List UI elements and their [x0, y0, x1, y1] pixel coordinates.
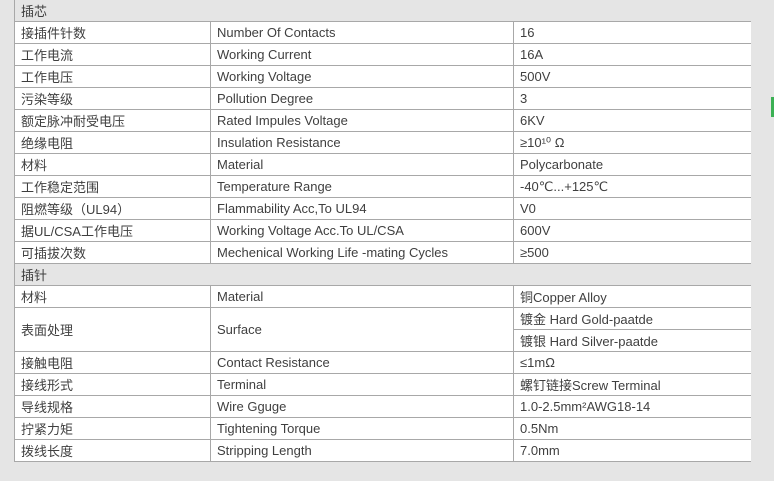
table-row: 工作电压 Working Voltage 500V: [14, 65, 751, 88]
row-label-cn: 绝缘电阻: [14, 131, 211, 154]
row-value: 500V: [512, 65, 751, 88]
row-label-en: Wire Gguge: [210, 395, 514, 418]
row-label-en: Material: [210, 285, 514, 308]
row-value: 螺钉链接Screw Terminal: [512, 373, 751, 396]
row-label-cn: 工作稳定范围: [14, 175, 211, 198]
table-row: 材料 Material Polycarbonate: [14, 153, 751, 176]
row-label-en: Number Of Contacts: [210, 21, 514, 44]
row-label-cn: 接触电阻: [14, 351, 211, 374]
row-value: ≥10¹⁰ Ω: [512, 131, 751, 154]
row-label-cn: 拧紧力矩: [14, 417, 211, 440]
table-row: 额定脉冲耐受电压 Rated Impules Voltage 6KV: [14, 109, 751, 132]
row-value: 铜Copper Alloy: [512, 285, 751, 308]
row-label-cn: 表面处理: [14, 307, 211, 352]
row-value: 1.0-2.5mm²AWG18-14: [512, 395, 751, 418]
row-value: 16A: [512, 43, 751, 66]
row-value: 600V: [512, 219, 751, 242]
row-value: ≤1mΩ: [512, 351, 751, 374]
row-label-cn: 污染等级: [14, 87, 211, 110]
row-label-en: Terminal: [210, 373, 514, 396]
row-label-cn: 导线规格: [14, 395, 211, 418]
row-label-en: Surface: [210, 307, 514, 352]
table-row: 镀银 Hard Silver-paatde: [15, 329, 751, 352]
row-label-cn: 阻燃等级（UL94）: [14, 197, 211, 220]
row-value: 7.0mm: [512, 439, 751, 462]
table-row: 接线形式 Terminal 螺钉链接Screw Terminal: [14, 373, 751, 396]
table-row: 接插件针数 Number Of Contacts 16: [14, 21, 751, 44]
row-label-cn: 额定脉冲耐受电压: [14, 109, 211, 132]
row-label-cn: 拨线长度: [14, 439, 211, 462]
row-value: 镀银 Hard Silver-paatde: [512, 329, 751, 352]
table-row: 导线规格 Wire Gguge 1.0-2.5mm²AWG18-14: [14, 395, 751, 418]
row-label-en: Pollution Degree: [210, 87, 514, 110]
spec-table: 插芯 接插件针数 Number Of Contacts 16 工作电流 Work…: [13, 0, 751, 462]
row-label-en: Flammability Acc,To UL94: [210, 197, 514, 220]
row-label-en: Rated Impules Voltage: [210, 109, 514, 132]
row-label-cn: 据UL/CSA工作电压: [14, 219, 211, 242]
table-row: 工作稳定范围 Temperature Range -40℃...+125℃: [14, 175, 751, 198]
row-value: 3: [512, 87, 751, 110]
row-value: Polycarbonate: [512, 153, 751, 176]
row-value: 16: [512, 21, 751, 44]
row-value: -40℃...+125℃: [512, 175, 751, 198]
row-label-en: Material: [210, 153, 514, 176]
row-label-cn: 工作电压: [14, 65, 211, 88]
section-header-row: 插针: [13, 263, 751, 286]
table-row: 据UL/CSA工作电压 Working Voltage Acc.To UL/CS…: [14, 219, 751, 242]
row-value: ≥500: [512, 241, 751, 264]
table-row: 拧紧力矩 Tightening Torque 0.5Nm: [14, 417, 751, 440]
table-row: 可插拔次数 Mechenical Working Life -mating Cy…: [14, 241, 751, 264]
row-label-en: Tightening Torque: [210, 417, 514, 440]
row-label-en: Insulation Resistance: [210, 131, 514, 154]
row-label-cn: 接线形式: [14, 373, 211, 396]
table-row: 工作电流 Working Current 16A: [14, 43, 751, 66]
row-label-cn: 工作电流: [14, 43, 211, 66]
row-value: 0.5Nm: [512, 417, 751, 440]
row-value: V0: [512, 197, 751, 220]
section-header-row: 插芯: [13, 0, 751, 22]
row-label-en: Working Voltage Acc.To UL/CSA: [210, 219, 514, 242]
row-label-cn: 可插拔次数: [14, 241, 211, 264]
row-value: 6KV: [512, 109, 751, 132]
table-row: 表面处理 Surface 镀金 Hard Gold-paatde: [14, 307, 751, 352]
row-label-cn: 接插件针数: [14, 21, 211, 44]
section-header-label: 插芯: [13, 0, 751, 22]
row-label-en: Temperature Range: [210, 175, 514, 198]
table-row: 绝缘电阻 Insulation Resistance ≥10¹⁰ Ω: [14, 131, 751, 154]
row-label-en: Stripping Length: [210, 439, 514, 462]
table-row: 拨线长度 Stripping Length 7.0mm: [14, 439, 751, 462]
row-label-cn: 材料: [14, 285, 211, 308]
row-value: 镀金 Hard Gold-paatde: [512, 307, 751, 330]
row-label-en: Mechenical Working Life -mating Cycles: [210, 241, 514, 264]
table-row: 污染等级 Pollution Degree 3: [14, 87, 751, 110]
row-label-en: Working Voltage: [210, 65, 514, 88]
side-widget-sliver[interactable]: [771, 97, 774, 117]
row-label-en: Contact Resistance: [210, 351, 514, 374]
row-label-en: Working Current: [210, 43, 514, 66]
row-label-cn: 材料: [14, 153, 211, 176]
section-header-label: 插针: [13, 263, 751, 286]
table-row: 阻燃等级（UL94） Flammability Acc,To UL94 V0: [14, 197, 751, 220]
table-row: 材料 Material 铜Copper Alloy: [14, 285, 751, 308]
table-row: 接触电阻 Contact Resistance ≤1mΩ: [14, 351, 751, 374]
